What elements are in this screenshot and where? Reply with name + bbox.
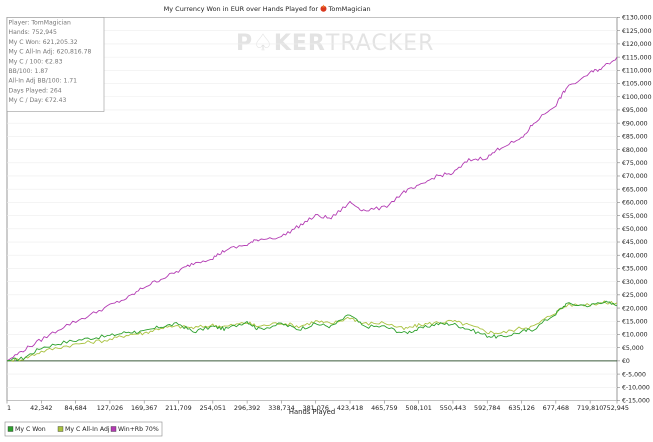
stats-line: My C All-In Adj: 620,816.78 <box>9 49 92 56</box>
series-line-1 <box>6 300 618 362</box>
title-player-icon <box>320 4 327 12</box>
y-tick-label: €85,000 <box>622 134 648 141</box>
stats-line: Hands: 752,945 <box>9 29 58 36</box>
y-tick-label: €115,000 <box>622 54 652 61</box>
x-tick-label: 296,392 <box>234 404 260 412</box>
x-tick-label: 169,367 <box>131 404 157 412</box>
y-tick-label: €100,000 <box>622 94 652 101</box>
y-tick-label: €-15,000 <box>622 398 650 405</box>
y-tick-label: €95,000 <box>622 107 648 114</box>
x-tick-label: 719,810 <box>577 404 603 412</box>
series-line-2 <box>6 56 618 362</box>
stats-line: All-In Adj BB/100: 1.71 <box>9 78 78 85</box>
x-tick-label: 635,126 <box>508 404 534 412</box>
y-tick-label: €110,000 <box>622 68 652 75</box>
x-tick-label: 338,734 <box>268 404 294 412</box>
y-tick-label: €30,000 <box>622 279 648 286</box>
chart-title: My Currency Won in EUR over Hands Played… <box>164 5 319 13</box>
x-tick-label: 465,759 <box>371 404 397 412</box>
x-tick-label: 211,709 <box>165 404 191 412</box>
stats-line: Days Played: 264 <box>9 87 62 94</box>
y-tick-label: €40,000 <box>622 252 648 259</box>
y-tick-label: €55,000 <box>622 213 648 220</box>
y-tick-label: €75,000 <box>622 160 648 167</box>
legend-swatch <box>57 426 64 432</box>
stats-line: My C Won: 621,205.32 <box>9 39 78 46</box>
plot-area <box>6 17 618 401</box>
stats-box <box>6 17 105 112</box>
y-tick-label: €80,000 <box>622 147 648 154</box>
y-tick-label: €5,000 <box>622 345 644 352</box>
stats-line: My C / 100: €2.83 <box>9 58 63 65</box>
stats-line: BB/100: 1.87 <box>9 68 49 75</box>
y-tick-label: €65,000 <box>622 186 648 193</box>
watermark-part2: KER <box>274 31 326 56</box>
x-tick-label: 42,342 <box>30 404 52 412</box>
svg-text:P♠KERTRACKER: P♠KERTRACKER <box>236 31 434 56</box>
x-axis-label: Hands Played <box>289 408 335 416</box>
y-tick-label: €120,000 <box>622 41 652 48</box>
x-tick-label: 381,076 <box>303 404 329 412</box>
legend-label: Win+Rb 70% <box>118 426 159 433</box>
x-tick-label: 1 <box>7 404 11 412</box>
watermark-spade: ♠ <box>253 31 274 56</box>
x-tick-label: 254,051 <box>200 404 226 412</box>
y-tick-label: €-10,000 <box>622 384 650 391</box>
chart-title-player: TomMagician <box>328 5 371 13</box>
x-tick-label: 508,101 <box>405 404 431 412</box>
x-tick-label: 84,684 <box>64 404 86 412</box>
x-tick-label: 423,418 <box>337 404 363 412</box>
legend-swatch <box>110 426 117 432</box>
y-tick-label: €0 <box>622 358 630 365</box>
y-tick-label: €130,000 <box>622 15 652 22</box>
x-tick-label: 752,945 <box>603 404 629 412</box>
y-tick-label: €35,000 <box>622 266 648 273</box>
x-tick-label: 550,443 <box>440 404 466 412</box>
y-tick-label: €90,000 <box>622 120 648 127</box>
y-tick-label: €50,000 <box>622 226 648 233</box>
legend-label: My C Won <box>15 426 46 433</box>
x-tick-label: 127,026 <box>97 404 123 412</box>
y-tick-label: €20,000 <box>622 305 648 312</box>
y-tick-label: €60,000 <box>622 200 648 207</box>
series-line-0 <box>6 300 618 362</box>
y-tick-label: €45,000 <box>622 239 648 246</box>
y-tick-label: €-5,000 <box>622 371 646 378</box>
legend-swatch <box>7 426 14 432</box>
pokertracker-watermark: P♠KERTRACKER <box>236 31 434 57</box>
watermark-part1: P <box>236 31 253 56</box>
x-tick-label: 592,784 <box>474 404 500 412</box>
y-tick-label: €105,000 <box>622 81 652 88</box>
legend-label: My C All-In Adj <box>65 426 110 433</box>
y-tick-label: €15,000 <box>622 318 648 325</box>
stats-line: Player: TomMagician <box>9 20 72 27</box>
y-tick-label: €70,000 <box>622 173 648 180</box>
legend <box>4 421 163 437</box>
x-tick-label: 677,468 <box>543 404 569 412</box>
y-tick-label: €125,000 <box>622 28 652 35</box>
y-tick-label: €10,000 <box>622 332 648 339</box>
stats-line: My C / Day: €72.43 <box>9 97 67 104</box>
y-tick-label: €25,000 <box>622 292 648 299</box>
watermark-part3: TRACKER <box>325 31 434 56</box>
